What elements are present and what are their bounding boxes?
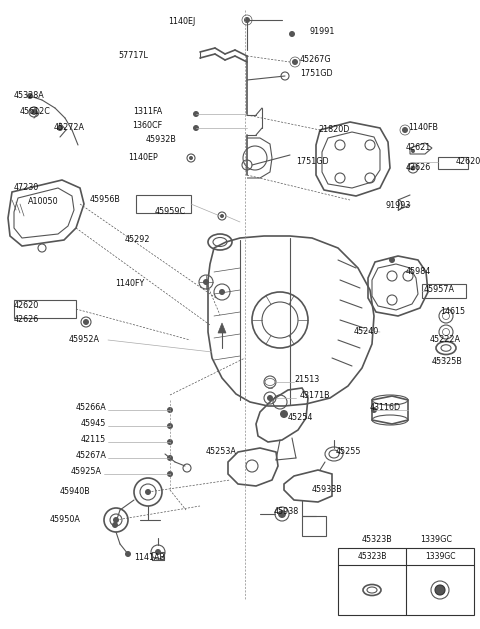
Text: 45254: 45254	[288, 413, 313, 423]
Bar	[14, 300, 76, 318]
Text: 1360CF: 1360CF	[132, 121, 162, 130]
Text: 1751GD: 1751GD	[300, 69, 333, 79]
Circle shape	[203, 279, 209, 285]
Circle shape	[244, 17, 250, 23]
Text: 45323B: 45323B	[362, 535, 393, 545]
Circle shape	[167, 407, 173, 413]
Text: 42115: 42115	[81, 435, 106, 445]
Text: 45932B: 45932B	[145, 135, 176, 145]
Text: 42620: 42620	[456, 157, 480, 167]
Text: 1751GD: 1751GD	[296, 157, 329, 167]
Text: 45959C: 45959C	[155, 208, 186, 216]
Text: 1339GC: 1339GC	[420, 535, 452, 545]
Circle shape	[411, 149, 415, 153]
Circle shape	[289, 31, 295, 37]
Circle shape	[145, 489, 151, 495]
Text: 1311FA: 1311FA	[133, 108, 162, 116]
Text: 14615: 14615	[440, 308, 465, 316]
Circle shape	[292, 59, 298, 65]
Polygon shape	[218, 323, 226, 333]
Text: 21513: 21513	[294, 376, 319, 384]
Circle shape	[113, 517, 119, 523]
Circle shape	[167, 471, 173, 477]
Circle shape	[219, 289, 225, 295]
Text: 45325B: 45325B	[432, 357, 463, 367]
Text: 57717L: 57717L	[118, 50, 148, 60]
Text: 45956B: 45956B	[89, 196, 120, 204]
Text: 45940B: 45940B	[59, 487, 90, 496]
Text: 45266A: 45266A	[75, 403, 106, 413]
Circle shape	[167, 423, 173, 429]
Text: 45957A: 45957A	[424, 286, 455, 294]
Text: 45612C: 45612C	[20, 108, 51, 116]
Text: 45323B: 45323B	[357, 552, 387, 561]
Bar	[136, 195, 191, 213]
Text: 47230: 47230	[14, 184, 39, 192]
Circle shape	[371, 407, 377, 413]
Text: 1339GC: 1339GC	[425, 552, 455, 561]
Text: 45328A: 45328A	[14, 91, 45, 101]
Text: A10050: A10050	[28, 198, 59, 206]
Circle shape	[125, 551, 131, 557]
Circle shape	[155, 549, 161, 555]
Circle shape	[435, 585, 445, 595]
Text: 1141AB: 1141AB	[134, 554, 165, 562]
Text: 45253A: 45253A	[205, 447, 236, 457]
Circle shape	[402, 127, 408, 133]
Text: 1140FB: 1140FB	[408, 123, 438, 133]
Circle shape	[389, 257, 395, 263]
Text: 43116D: 43116D	[370, 403, 401, 413]
Text: 45933B: 45933B	[312, 486, 343, 494]
Text: 1140FY: 1140FY	[115, 279, 144, 287]
Circle shape	[278, 510, 286, 518]
Text: 45925A: 45925A	[71, 467, 102, 477]
Text: 45952A: 45952A	[69, 335, 100, 345]
Bar	[438, 157, 468, 169]
Circle shape	[83, 319, 89, 325]
Text: 42626: 42626	[14, 316, 39, 325]
Circle shape	[31, 109, 37, 115]
Bar	[302, 516, 326, 536]
Text: 42621: 42621	[406, 143, 431, 152]
Circle shape	[57, 125, 63, 131]
Text: 45222A: 45222A	[430, 335, 461, 345]
Circle shape	[193, 125, 199, 131]
Text: 45267A: 45267A	[75, 452, 106, 460]
Text: 43171B: 43171B	[300, 391, 331, 401]
Text: 42626: 42626	[406, 164, 431, 172]
Circle shape	[27, 93, 33, 99]
Bar	[338, 548, 474, 615]
Text: 45272A: 45272A	[54, 123, 85, 133]
Text: 42620: 42620	[14, 301, 39, 309]
Circle shape	[167, 455, 173, 461]
Text: 45945: 45945	[81, 420, 106, 428]
Bar	[422, 284, 466, 298]
Circle shape	[167, 439, 173, 445]
Text: 45240: 45240	[354, 328, 379, 337]
Circle shape	[112, 522, 118, 528]
Text: 45950A: 45950A	[49, 516, 80, 525]
Text: 45292: 45292	[124, 235, 150, 245]
Text: 21820D: 21820D	[318, 126, 349, 135]
Text: 45255: 45255	[336, 447, 361, 457]
Text: 45267G: 45267G	[300, 55, 332, 65]
Text: 45984: 45984	[406, 267, 431, 277]
Circle shape	[410, 165, 416, 170]
Circle shape	[193, 111, 199, 117]
Text: 91991: 91991	[310, 28, 336, 36]
Text: 45938: 45938	[274, 508, 299, 516]
Circle shape	[267, 395, 273, 401]
Circle shape	[189, 156, 193, 160]
Text: 1140EP: 1140EP	[128, 153, 158, 162]
Circle shape	[280, 410, 288, 418]
Text: 91993: 91993	[386, 201, 411, 211]
Circle shape	[220, 214, 224, 218]
Text: 1140EJ: 1140EJ	[168, 18, 195, 26]
